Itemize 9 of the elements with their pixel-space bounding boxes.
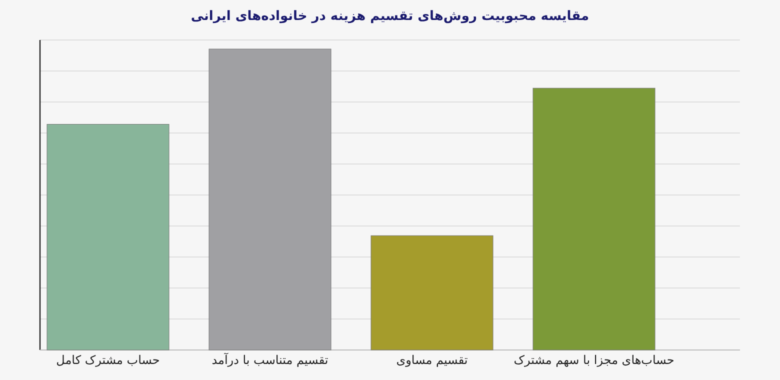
bar (46, 124, 170, 350)
x-tick-label: حساب مشترک کامل (56, 353, 160, 367)
bar (208, 48, 332, 350)
bar (532, 88, 656, 350)
chart-title: مقایسه محبوبیت روش‌های تقسیم هزینه در خانواده‌های ایرانی (190, 9, 590, 24)
bar (370, 235, 494, 350)
x-tick-label: تقسیم مساوی (396, 353, 468, 367)
x-tick-label: تقسیم متناسب با درآمد (212, 352, 328, 367)
x-tick-label: حساب‌های مجزا با سهم مشترک (514, 353, 674, 367)
